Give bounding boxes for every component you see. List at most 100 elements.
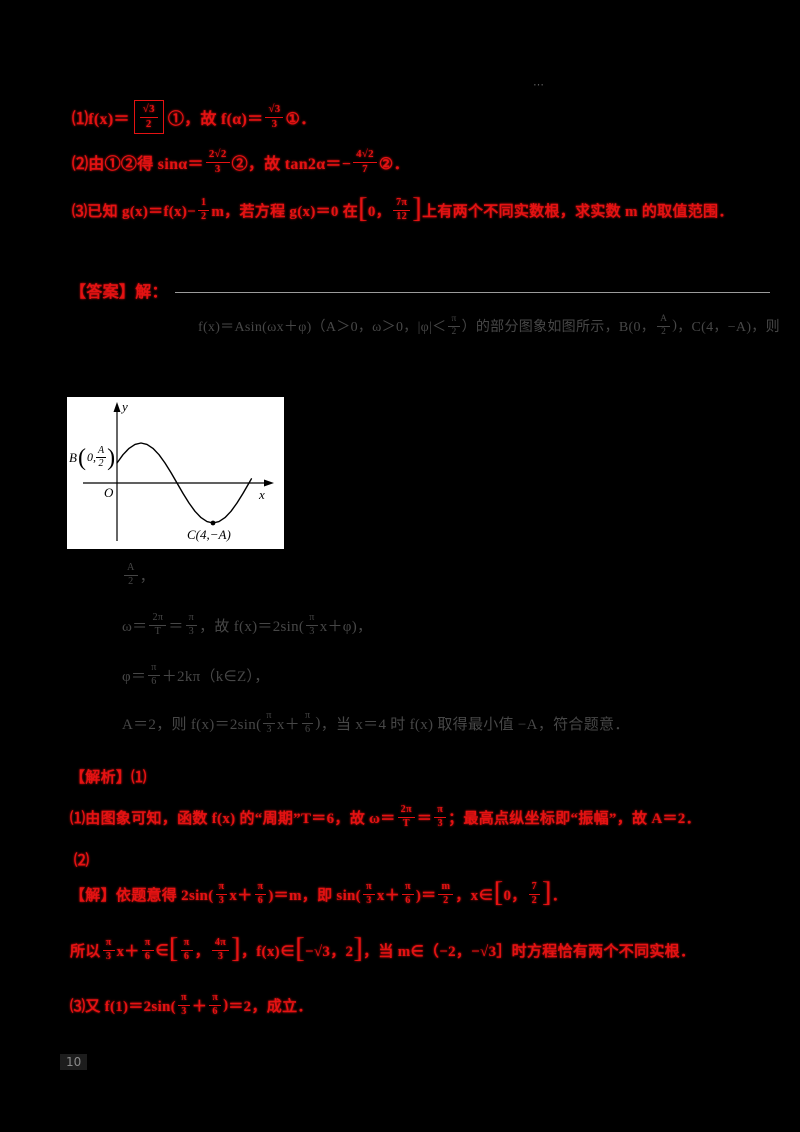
text-run: ⑴f(x)＝	[72, 111, 130, 129]
fraction-numerator: π	[306, 612, 318, 626]
text-run: ⑵由①②得 sinα＝	[72, 156, 204, 174]
text-run: (0，	[628, 320, 656, 336]
text-run: ⑶已知 g(x)＝f(x)−	[72, 203, 196, 220]
problem-line-1: ⑴f(x)＝ √3 2 ①，故 f(α)＝ √3 3 ①．	[72, 100, 316, 135]
fraction-denominator: 2	[531, 894, 537, 906]
text-run: )	[672, 318, 678, 334]
fraction-denominator: 3	[309, 625, 315, 637]
fraction-denominator: 3	[217, 950, 224, 962]
fraction: √3 3	[263, 103, 285, 131]
fraction-denominator: 2	[145, 117, 152, 130]
fraction-denominator: 2	[98, 458, 104, 469]
text-run: 【答案】解：	[70, 284, 168, 301]
fraction-denominator: 3	[266, 723, 272, 735]
text-run: 【解】依题意得 2sin(	[70, 887, 214, 904]
text-run: ）的部分图象如图所示，B	[461, 320, 629, 336]
fraction-numerator: π	[263, 710, 275, 724]
fraction-numerator: 2√2	[205, 148, 230, 163]
fraction-denominator: 3	[214, 162, 221, 175]
fraction-numerator: π	[148, 662, 160, 676]
y-axis-label: y	[122, 399, 128, 414]
text-run: ②，故 tan2α＝−	[231, 156, 352, 174]
text-run: ，当 x＝4 时 f(x) 取得最小值 −A，符合题意．	[320, 716, 630, 733]
text-run: ⑴由图象可知，函数 f(x) 的“周期”T＝6，故 ω＝	[70, 810, 396, 827]
sine-graph-svg	[83, 402, 274, 541]
fraction-denominator: 3	[105, 950, 112, 962]
problem-line-3: ⑶已知 g(x)＝f(x)− 1 2 m，若方程 g(x)＝0 在 [0， 7π 12] …	[72, 193, 734, 225]
function-graph: y x O B ( 0, A 2 ) C(4,−A)	[67, 397, 284, 549]
fraction-numerator: 2π	[149, 612, 167, 626]
big-bracket: ]	[542, 877, 552, 908]
fraction-denominator: 3	[188, 625, 195, 637]
text-run: ，故 f(x)＝2sin(	[199, 618, 305, 635]
point-b-label: B ( 0, A 2 )	[69, 445, 116, 470]
fraction-numerator: 1	[197, 197, 210, 211]
text-run: ；最高点纵坐标即“振幅”，故 A＝2．	[448, 810, 701, 827]
fraction-numerator: π	[448, 314, 460, 327]
point-b-name: B	[69, 449, 77, 465]
big-bracket: ]	[353, 933, 364, 964]
text-run: )＝	[415, 887, 437, 904]
solution-line-2: ⑴由图象可知，函数 f(x) 的“周期”T＝6，故 ω＝ 2π T ＝ π 3 ；最高点纵坐…	[70, 804, 701, 831]
work-line-4: A＝2，则 f(x)＝2sin(π 3 x＋ π 6) ，当 x＝4 时 f(x) 取得最…	[122, 710, 630, 737]
divider-rule	[175, 292, 770, 293]
text-run: ⑵	[74, 853, 90, 869]
fraction-numerator: A	[124, 562, 138, 576]
solution-line-5: 所以 π 3 x＋ π 6 ∈[π 6， 4π 3] ，f(x)∈[−√3，2] ，当 m∈（−2，…	[70, 933, 695, 965]
solution-line-4: 【解】依题意得 2sin(π 3 x＋ π 6)＝m，即 sin(π 3 x＋ π 6)＝ m 2，…	[70, 877, 568, 909]
answer-header: 【答案】解：	[70, 278, 168, 302]
fraction: 4π 3	[210, 937, 231, 964]
text-run: φ＝	[122, 668, 147, 685]
text-run: 所以	[70, 943, 101, 960]
fraction-numerator: π	[362, 881, 375, 895]
fraction-numerator: π	[434, 804, 447, 818]
text-run: ，C(4，−A)，则	[677, 320, 780, 336]
min-point-dot	[210, 520, 216, 526]
text-run: 0，	[503, 887, 527, 904]
fraction-numerator: π	[177, 992, 190, 1006]
text-run: ＋2kπ（k∈Z），	[161, 668, 270, 685]
text-run: ＋	[191, 998, 208, 1015]
fraction-numerator: A	[95, 445, 107, 458]
smudge-mark: ⋯	[533, 79, 544, 91]
fraction-numerator: √3	[139, 103, 158, 118]
text-run: ，	[139, 568, 155, 585]
fraction-numerator: π	[254, 881, 267, 895]
page-number: 10	[60, 1054, 88, 1070]
fraction-numerator: A	[657, 314, 671, 327]
fraction-denominator: T	[402, 817, 410, 829]
text-run: f(x)＝Asin(ωx＋φ)（A＞0，ω＞0，|φ|＜	[198, 320, 447, 336]
origin-label: O	[104, 485, 114, 500]
fraction-denominator: 12	[396, 210, 408, 222]
fraction: 2π T	[396, 804, 417, 831]
fraction-numerator: π	[209, 992, 222, 1006]
text-run: ．	[551, 887, 568, 904]
fraction-numerator: 7	[528, 881, 540, 895]
text-run: ，	[194, 943, 210, 960]
big-bracket: [	[295, 933, 306, 964]
text-run: 0，	[367, 203, 391, 220]
fraction-numerator: m	[438, 881, 454, 895]
text-run: ∈	[155, 942, 169, 959]
point-c-label: C(4,−A)	[187, 527, 231, 542]
fraction-numerator: √3	[265, 103, 284, 118]
text-run: A＝2，则 f(x)＝2sin(	[122, 716, 262, 733]
text-run: ，f(x)∈	[240, 943, 296, 960]
fraction-denominator: 3	[437, 817, 443, 829]
x-axis-arrow	[264, 479, 274, 487]
y-axis-arrow	[113, 402, 121, 412]
fraction: 2√2 3	[204, 148, 232, 176]
big-paren-open: (	[77, 444, 86, 471]
big-bracket: [	[358, 193, 368, 224]
work-line-1: A 2，	[122, 562, 155, 589]
